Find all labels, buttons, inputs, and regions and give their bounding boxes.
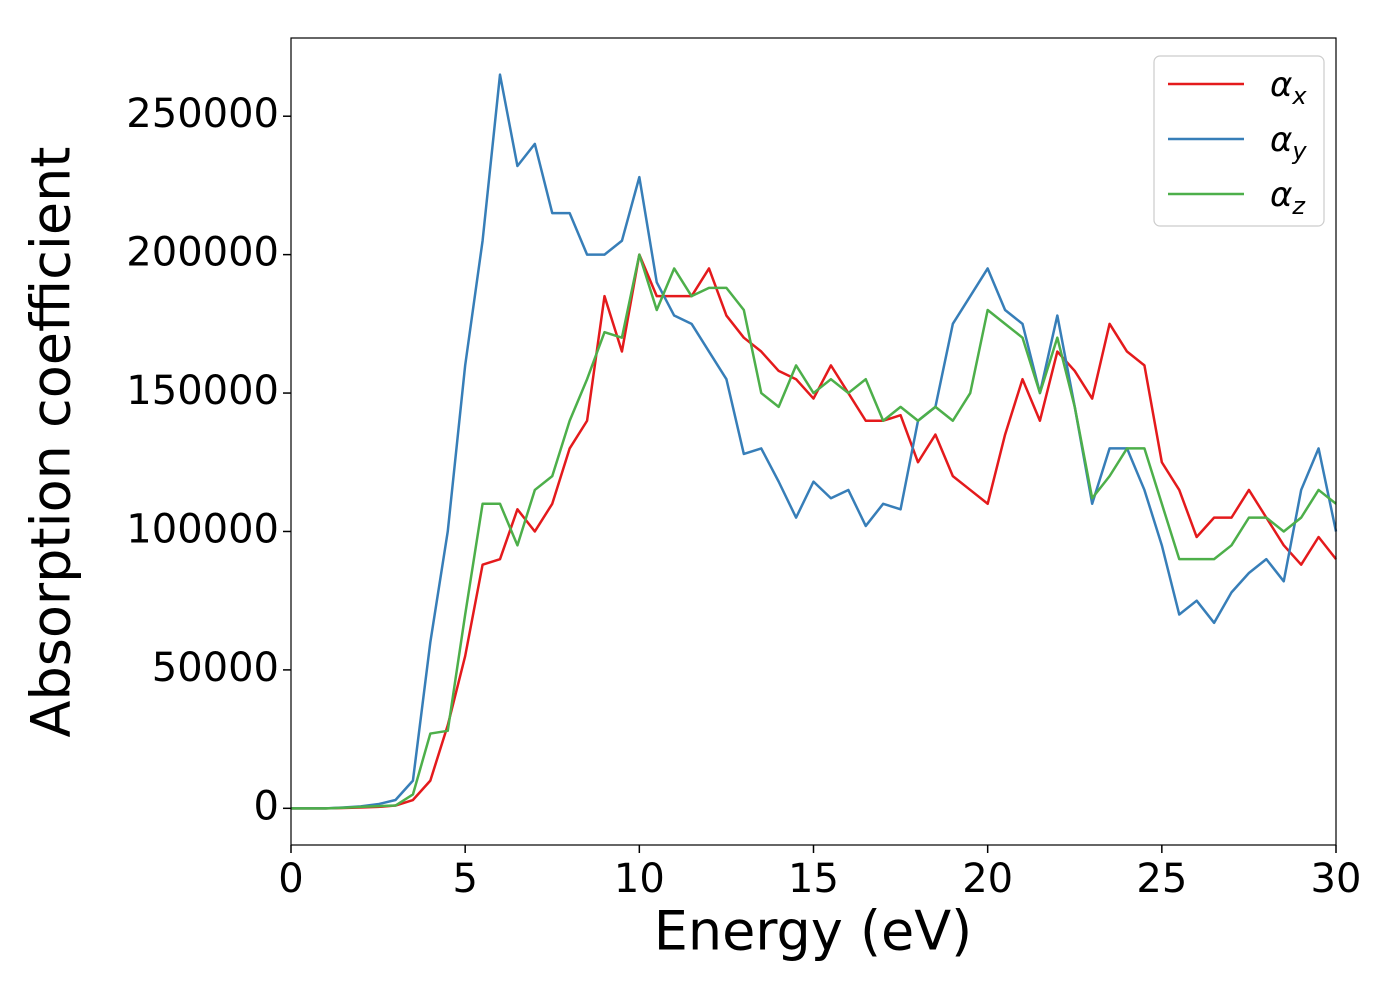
y-axis-label: Absorption coefficient (20, 147, 83, 738)
y-tick-label: 250000 (126, 91, 279, 137)
y-tick-label: 100000 (126, 506, 279, 552)
x-tick-label: 10 (614, 856, 665, 902)
legend-label: αx (1270, 65, 1307, 110)
x-tick-label: 0 (278, 856, 303, 902)
legend-box (1153, 55, 1325, 227)
y-tick-label: 0 (254, 783, 279, 829)
x-tick-label: 25 (1136, 856, 1187, 902)
x-tick-label: 5 (452, 856, 477, 902)
series-line (291, 253, 1337, 810)
plot-frame (290, 37, 1337, 846)
y-tick-label: 50000 (152, 645, 279, 691)
legend-label: αz (1270, 175, 1306, 220)
y-tick-label: 200000 (126, 230, 279, 276)
x-tick-label: 15 (788, 856, 839, 902)
x-tick-label: 20 (962, 856, 1013, 902)
y-tick-label: 150000 (126, 368, 279, 414)
x-axis-label: Energy (eV) (654, 900, 973, 963)
x-tick-label: 30 (1311, 856, 1362, 902)
series-line (291, 253, 1337, 810)
series-line (291, 73, 1338, 810)
legend-label: αy (1270, 120, 1307, 165)
